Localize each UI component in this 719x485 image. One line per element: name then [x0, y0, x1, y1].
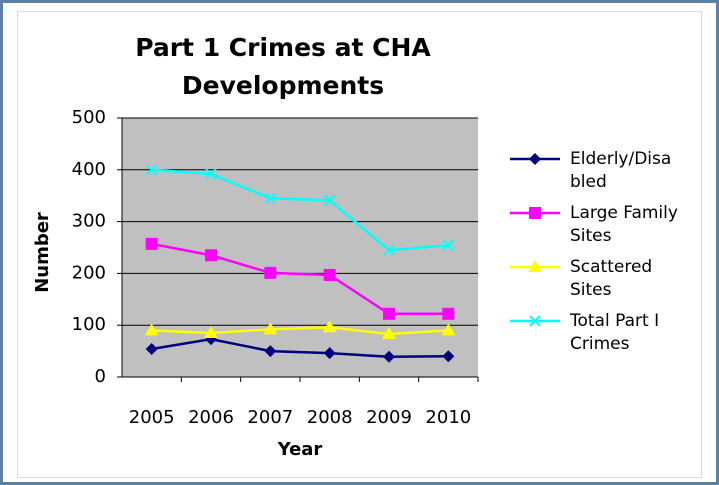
marker: [145, 164, 158, 176]
marker: [442, 239, 455, 252]
marker: [264, 345, 277, 358]
y-tick-label: 300: [72, 211, 106, 232]
marker: [145, 343, 158, 356]
series-line: [151, 242, 449, 316]
marker: [204, 325, 218, 338]
marker: [442, 307, 455, 320]
y-tick-label: 200: [72, 262, 106, 283]
marker: [264, 266, 277, 279]
marker: [529, 315, 541, 327]
marker: [323, 268, 336, 281]
legend-label: Large Family Sites: [570, 203, 678, 246]
x-tick-label: 2010: [425, 407, 471, 428]
legend-label: Elderly/Disabled: [570, 149, 672, 192]
marker: [383, 244, 395, 256]
y-tick-label: 0: [95, 366, 106, 387]
marker: [145, 237, 158, 250]
x-tick-label: 2009: [366, 407, 412, 428]
marker: [205, 249, 217, 262]
marker: [529, 153, 541, 165]
marker: [529, 207, 541, 219]
y-tick-label: 100: [72, 314, 106, 335]
x-axis-title: Year: [277, 439, 323, 460]
chart-area: [17, 11, 702, 478]
marker: [382, 327, 396, 340]
legend-label: Total Part I Crimes: [570, 311, 660, 354]
series-line: [151, 168, 449, 252]
marker: [441, 323, 456, 336]
x-tick-label: 2007: [247, 407, 293, 428]
series-line: [151, 337, 449, 359]
marker: [528, 260, 542, 272]
marker: [383, 350, 395, 363]
legend-label: Scattered Sites: [570, 257, 653, 300]
chart-title: Part 1 Crimes at CHA Developments: [135, 33, 431, 100]
series-line: [151, 326, 449, 336]
marker: [322, 320, 337, 333]
marker: [264, 192, 277, 204]
marker: [323, 347, 336, 360]
y-axis-title: Number: [32, 212, 53, 293]
marker: [205, 168, 217, 180]
y-tick-label: 400: [72, 159, 106, 180]
marker: [442, 350, 455, 363]
marker: [263, 322, 278, 335]
x-tick-label: 2005: [129, 407, 175, 428]
y-tick-label: 500: [72, 107, 106, 128]
chart: 0 100 200 300 400 500 2005 2006 2007 2008 2009 2010…: [32, 107, 560, 460]
x-tick-label: 2006: [188, 407, 234, 428]
marker: [144, 323, 159, 336]
marker: [323, 194, 336, 207]
marker: [383, 307, 395, 320]
x-tick-label: 2008: [307, 407, 353, 428]
